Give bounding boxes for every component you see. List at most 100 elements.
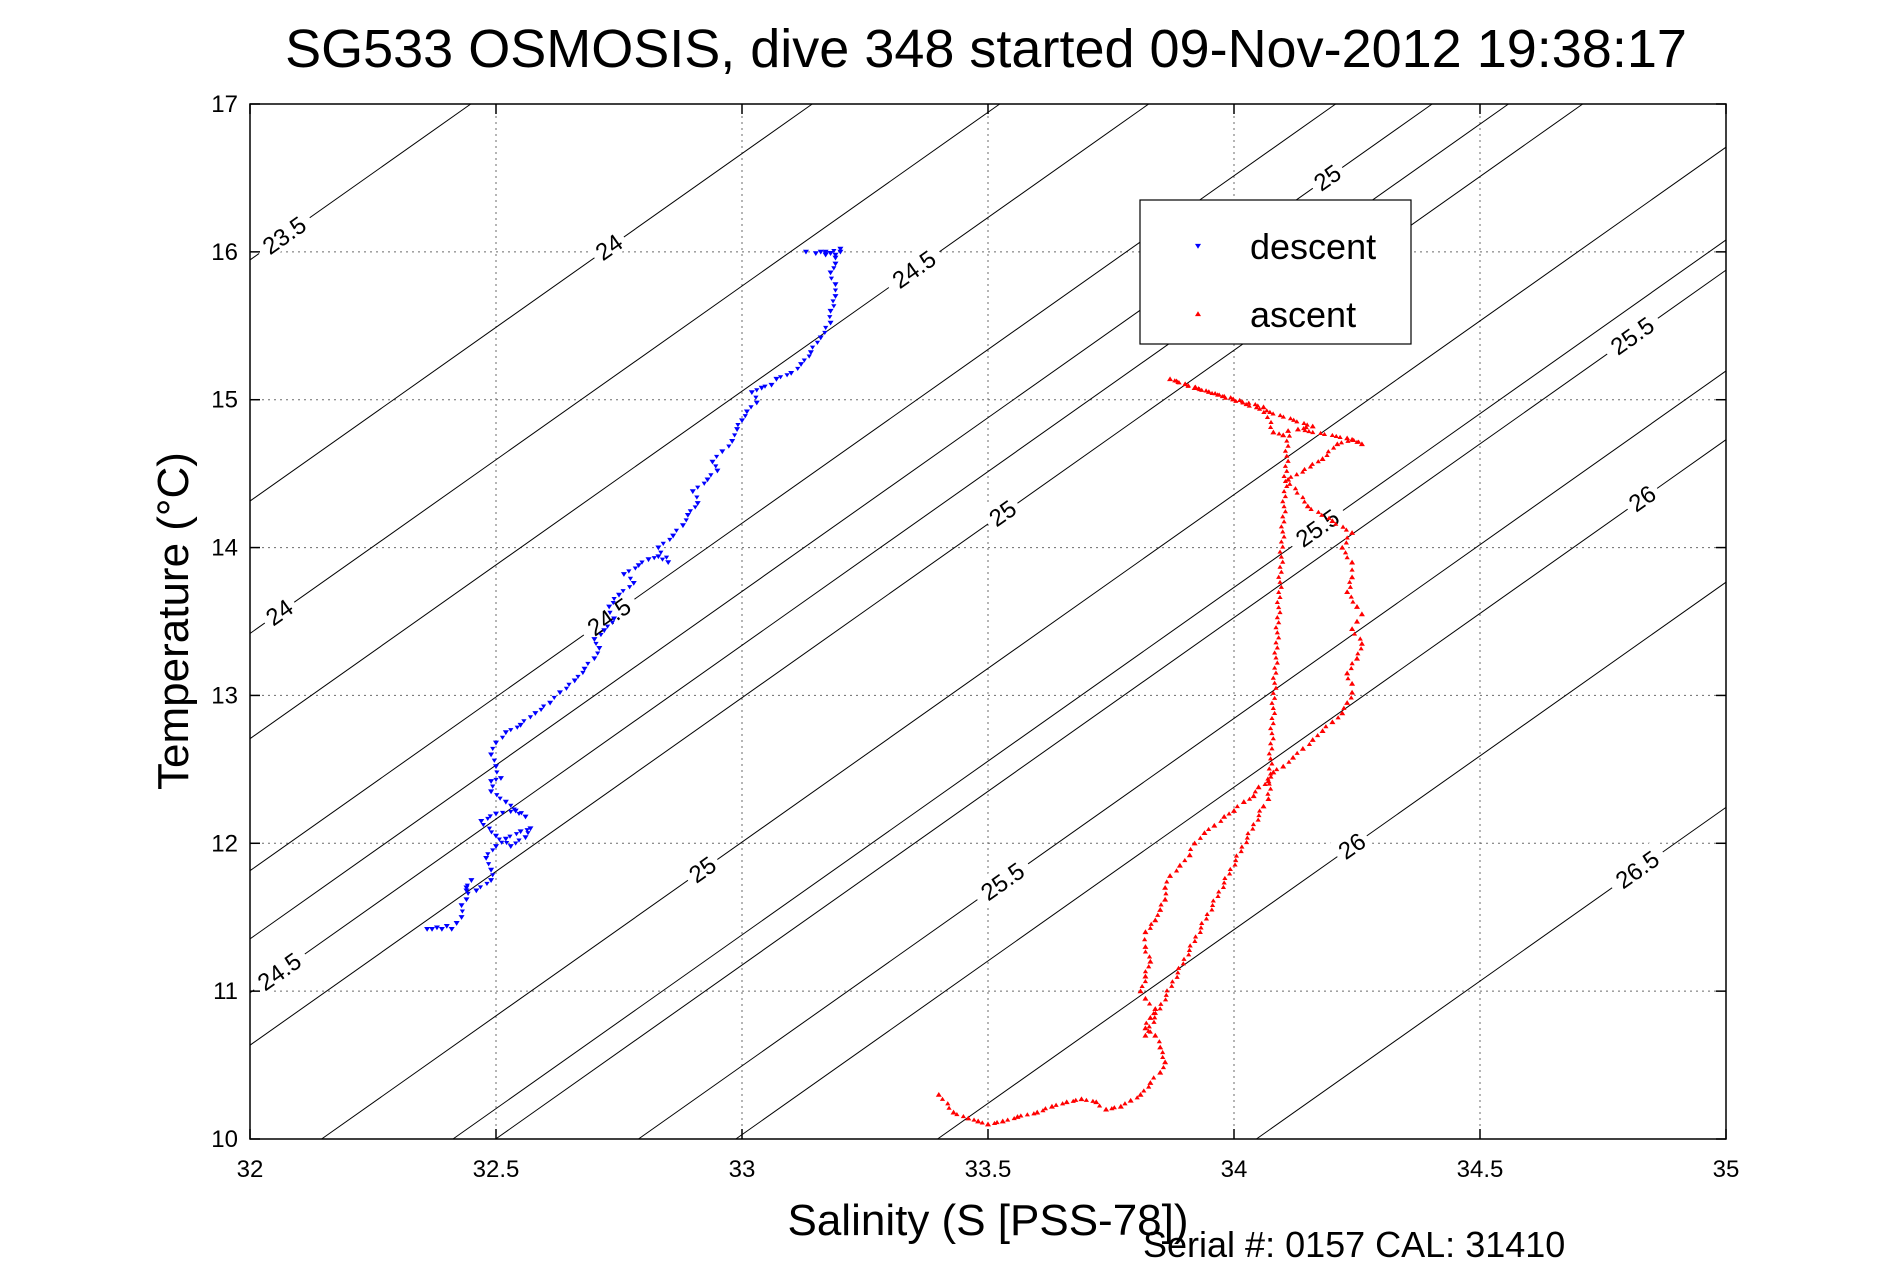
data-point bbox=[1063, 1099, 1070, 1105]
data-point bbox=[645, 557, 652, 563]
data-point bbox=[1143, 1020, 1149, 1025]
data-point bbox=[458, 903, 465, 909]
data-point bbox=[1053, 1102, 1059, 1107]
x-tick-label: 33.5 bbox=[965, 1156, 1012, 1183]
data-point bbox=[1331, 445, 1337, 450]
data-point bbox=[1176, 380, 1182, 385]
data-point bbox=[463, 897, 470, 903]
data-point bbox=[1306, 741, 1312, 747]
data-point bbox=[1227, 866, 1233, 872]
data-point bbox=[513, 832, 520, 837]
data-point bbox=[1265, 778, 1272, 784]
data-point bbox=[486, 826, 493, 831]
data-point bbox=[1256, 812, 1262, 818]
data-point bbox=[742, 414, 748, 419]
data-point bbox=[1318, 430, 1324, 436]
data-point bbox=[1209, 907, 1215, 912]
data-point bbox=[1206, 389, 1212, 394]
data-point bbox=[609, 620, 615, 625]
data-point bbox=[798, 362, 805, 367]
data-point bbox=[1344, 435, 1351, 441]
data-point bbox=[1268, 741, 1274, 746]
data-point bbox=[1134, 1095, 1140, 1100]
data-point bbox=[611, 616, 618, 622]
data-point bbox=[626, 569, 632, 574]
data-point bbox=[1273, 640, 1279, 645]
data-point bbox=[1181, 956, 1187, 961]
legend-label-ascent: ascent bbox=[1250, 294, 1356, 335]
isopycnal-label-bg bbox=[256, 589, 301, 632]
data-point bbox=[1285, 428, 1292, 433]
data-point bbox=[1326, 515, 1332, 520]
data-point bbox=[1078, 1096, 1085, 1102]
series-descent bbox=[424, 246, 844, 932]
isopycnal-label-bg bbox=[979, 490, 1024, 533]
data-point bbox=[1151, 1019, 1157, 1024]
y-tick-label: 15 bbox=[211, 387, 238, 414]
data-point bbox=[1301, 499, 1308, 504]
x-tick-label: 33 bbox=[729, 1156, 756, 1183]
data-point bbox=[1222, 875, 1228, 881]
data-point bbox=[1122, 1101, 1128, 1106]
data-point bbox=[522, 835, 529, 841]
data-point bbox=[1216, 889, 1222, 894]
data-point bbox=[801, 358, 807, 363]
data-point bbox=[616, 592, 622, 598]
isopycnal-line bbox=[249, 103, 813, 502]
data-point bbox=[1211, 822, 1218, 828]
data-point bbox=[802, 249, 809, 255]
data-point bbox=[1278, 524, 1284, 529]
data-point bbox=[1344, 670, 1351, 676]
data-point bbox=[1255, 817, 1261, 822]
data-point bbox=[1278, 539, 1284, 544]
isopycnal-line bbox=[495, 269, 1727, 1140]
data-point bbox=[1323, 724, 1329, 729]
data-point bbox=[1163, 891, 1169, 896]
data-point bbox=[1164, 988, 1170, 993]
data-point bbox=[971, 1117, 977, 1122]
data-point bbox=[1155, 912, 1161, 917]
data-point bbox=[1354, 439, 1360, 444]
data-point bbox=[679, 523, 686, 529]
data-point bbox=[1284, 483, 1290, 489]
data-point bbox=[754, 388, 760, 393]
data-point bbox=[1147, 1015, 1154, 1020]
data-point bbox=[1354, 655, 1360, 661]
axis-ticks: 32 32.5 33 33.5 34 34.5 35 10 11 12 13 14 15 16 17 bbox=[211, 91, 1739, 1183]
data-point bbox=[1280, 544, 1286, 549]
data-point bbox=[1282, 493, 1289, 499]
data-point bbox=[1018, 1113, 1024, 1118]
data-point bbox=[525, 831, 531, 836]
data-point bbox=[1042, 1106, 1049, 1111]
data-point bbox=[734, 427, 741, 432]
data-point bbox=[1237, 397, 1243, 403]
data-point bbox=[1269, 731, 1275, 736]
data-point bbox=[485, 852, 491, 857]
data-point bbox=[651, 556, 657, 561]
data-point bbox=[1142, 973, 1149, 979]
data-point bbox=[1014, 1114, 1021, 1119]
data-point bbox=[1280, 514, 1286, 519]
data-point bbox=[1315, 733, 1321, 738]
data-point bbox=[1349, 680, 1356, 686]
data-point bbox=[527, 715, 534, 720]
data-point bbox=[1093, 1099, 1100, 1105]
data-point bbox=[1358, 611, 1365, 617]
data-point bbox=[532, 711, 539, 716]
data-point bbox=[1162, 896, 1169, 902]
isopycnal-label-bg bbox=[1304, 155, 1349, 198]
isopycnal-label-bg bbox=[1598, 306, 1665, 364]
data-point bbox=[1266, 781, 1272, 786]
data-point bbox=[1335, 715, 1341, 720]
isopycnal-line bbox=[735, 439, 1727, 1140]
data-point bbox=[504, 840, 510, 846]
data-point bbox=[1291, 417, 1297, 422]
data-point bbox=[1142, 978, 1148, 984]
data-point bbox=[1264, 408, 1270, 413]
data-point bbox=[1048, 1103, 1055, 1109]
data-point bbox=[1277, 609, 1283, 615]
data-point bbox=[488, 752, 495, 758]
data-point bbox=[575, 674, 581, 680]
data-point bbox=[1319, 456, 1326, 461]
data-point bbox=[563, 686, 570, 691]
